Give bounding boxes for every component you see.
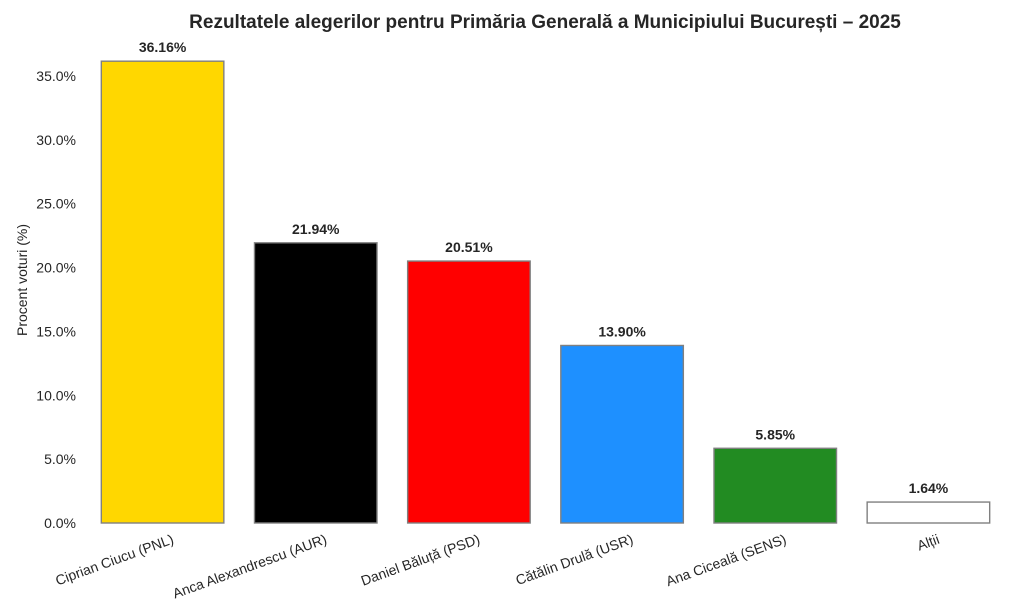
- bars: [100, 60, 991, 524]
- y-tick-label: 25.0%: [36, 196, 76, 212]
- bar: [713, 447, 838, 524]
- y-axis-label: Procent voturi (%): [14, 224, 30, 336]
- y-tick-label: 15.0%: [36, 323, 76, 339]
- x-tick-label: Anca Alexandrescu (AUR): [170, 531, 328, 602]
- y-tick-label: 10.0%: [36, 387, 76, 403]
- x-tick-label: Cătălin Drulă (USR): [513, 531, 635, 588]
- bar-value-label: 36.16%: [139, 39, 187, 55]
- y-axis-ticks: 0.0% 5.0% 10.0% 15.0% 20.0% 25.0% 30.0% 35.0%: [36, 68, 76, 531]
- bar: [100, 60, 225, 524]
- bar: [560, 344, 685, 524]
- bar-value-label: 20.51%: [445, 239, 493, 255]
- bar: [866, 501, 991, 524]
- bar: [253, 242, 378, 524]
- bar-value-label: 21.94%: [292, 221, 340, 237]
- y-tick-label: 20.0%: [36, 260, 76, 276]
- bar: [406, 260, 531, 524]
- x-tick-label: Ana Ciceală (SENS): [664, 531, 789, 589]
- bar-value-label: 13.90%: [598, 323, 646, 339]
- x-axis-ticks: Ciprian Ciucu (PNL)Anca Alexandrescu (AU…: [53, 531, 941, 602]
- y-tick-label: 35.0%: [36, 68, 76, 84]
- x-tick-label: Ciprian Ciucu (PNL): [53, 531, 175, 589]
- y-tick-label: 30.0%: [36, 132, 76, 148]
- x-tick-label: Alții: [915, 531, 942, 554]
- chart-title: Rezultatele alegerilor pentru Primăria G…: [189, 12, 901, 33]
- x-tick-label: Daniel Băluță (PSD): [359, 531, 482, 589]
- y-tick-label: 5.0%: [44, 451, 76, 467]
- bar-value-label: 5.85%: [755, 426, 795, 442]
- y-tick-label: 0.0%: [44, 515, 76, 531]
- value-labels: 36.16% 21.94% 20.51% 13.90% 5.85% 1.64%: [139, 39, 949, 496]
- bar-value-label: 1.64%: [909, 480, 949, 496]
